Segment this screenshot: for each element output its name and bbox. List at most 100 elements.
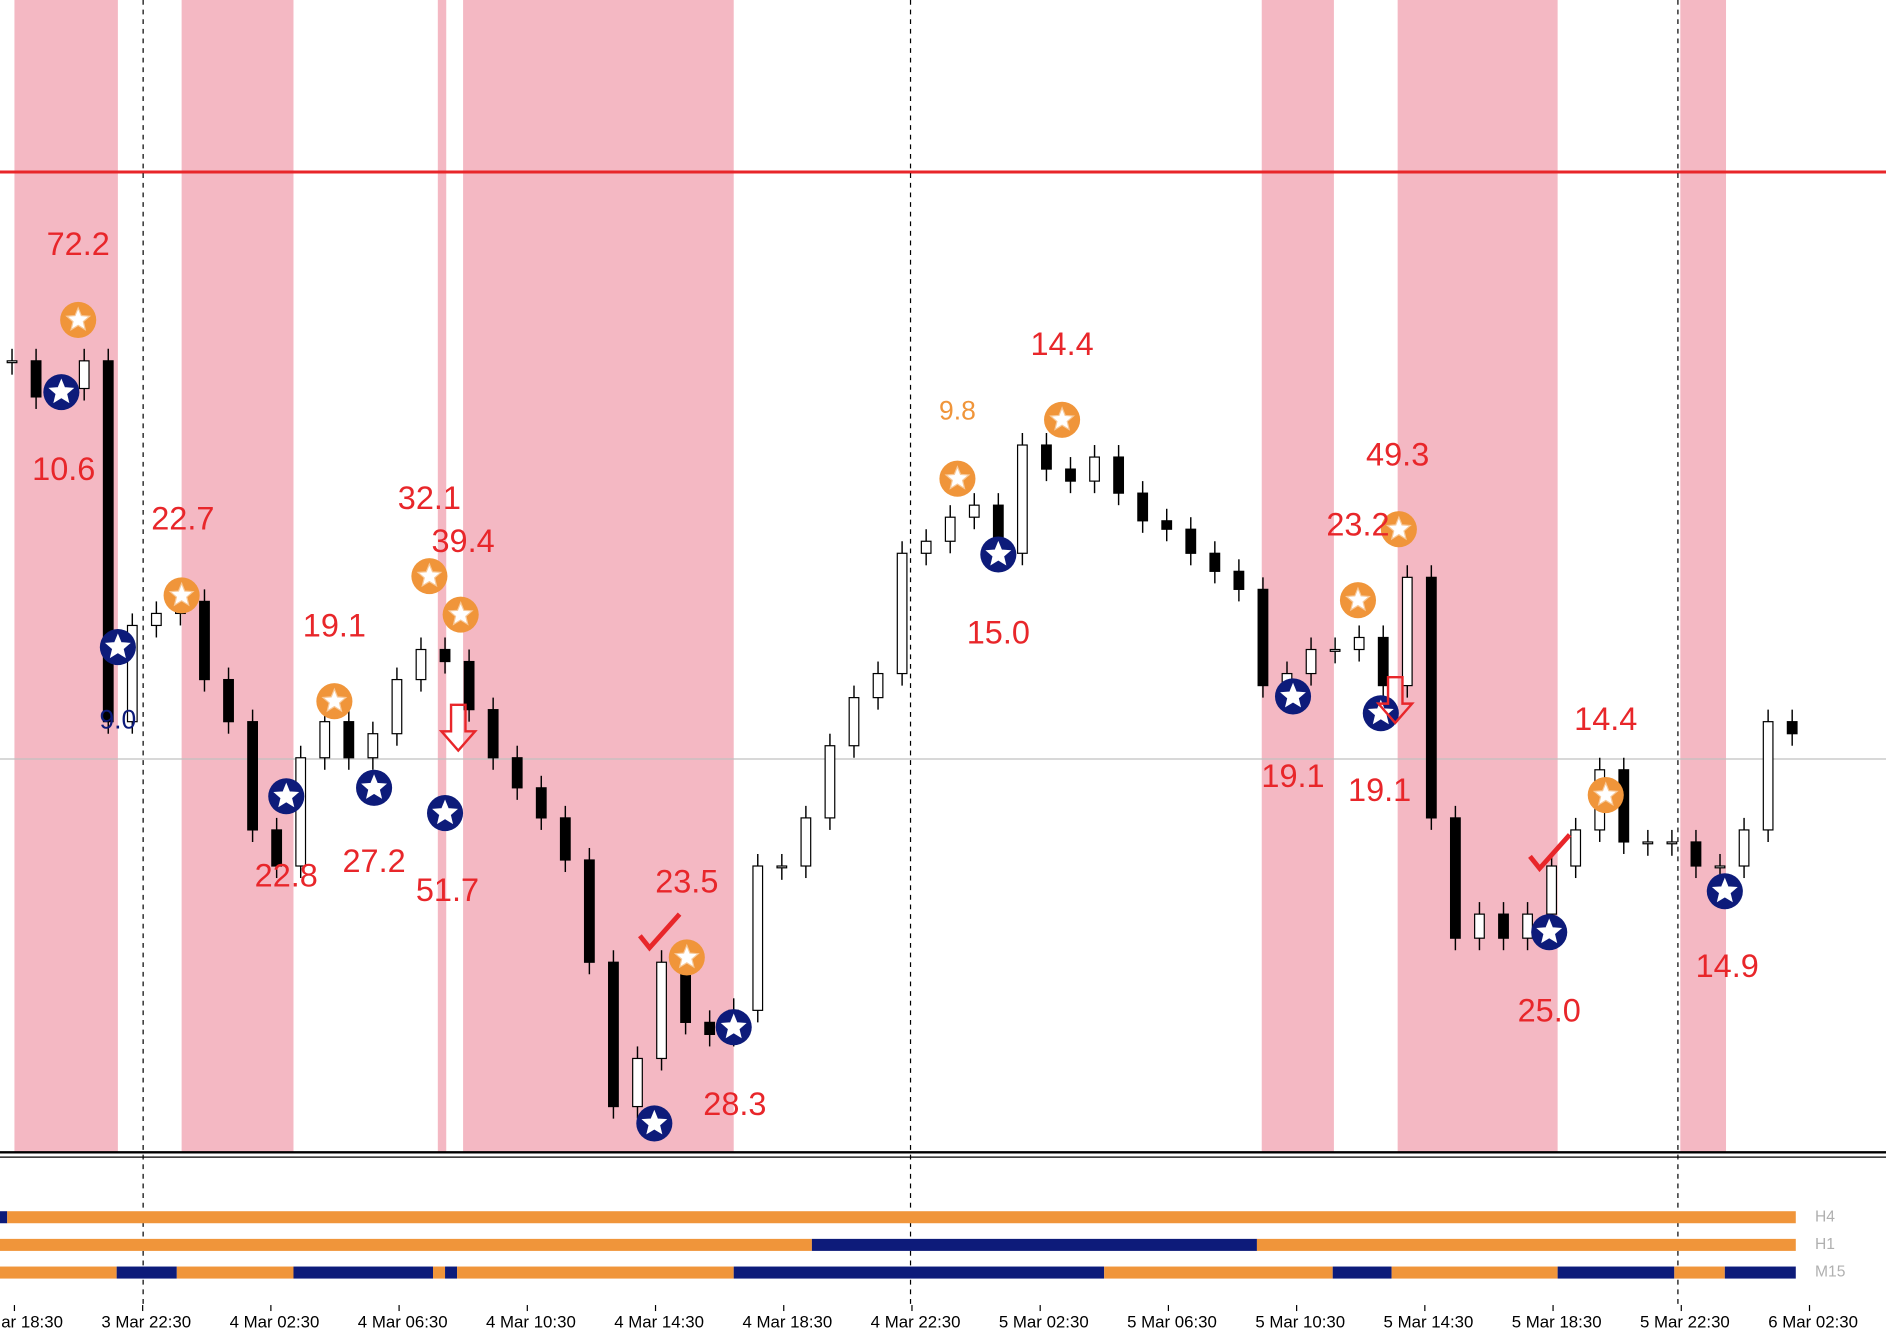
candle-body bbox=[1714, 865, 1726, 869]
x-tick-label: 5 Mar 14:30 bbox=[1384, 1313, 1474, 1332]
trend-segment bbox=[457, 1266, 734, 1279]
x-tick-label: 4 Mar 22:30 bbox=[871, 1313, 961, 1332]
candle-body bbox=[391, 678, 403, 735]
trend-row-label: H1 bbox=[1815, 1236, 1835, 1253]
x-tick-label: 4 Mar 14:30 bbox=[614, 1313, 704, 1332]
marker-star bbox=[432, 799, 458, 825]
x-tick-label: 4 Mar 06:30 bbox=[358, 1313, 448, 1332]
trend-panel: H4 H1 M15 bbox=[0, 1208, 1846, 1281]
star-marker bbox=[1706, 873, 1743, 910]
candle-body bbox=[608, 961, 619, 1108]
annotation-label: 19.1 bbox=[1348, 772, 1411, 808]
candle-body bbox=[752, 865, 764, 1011]
candle-body bbox=[511, 757, 523, 789]
x-tick-label: 6 Mar 02:30 bbox=[1768, 1313, 1858, 1332]
x-axis: 3 Mar 18:30 3 Mar 22:30 4 Mar 02:30 4 Mar 0… bbox=[0, 1305, 1858, 1332]
day-separators bbox=[142, 0, 1679, 1306]
candle-body bbox=[1642, 841, 1654, 845]
session-band bbox=[1397, 0, 1558, 1153]
candle-body bbox=[102, 360, 114, 723]
candle-body bbox=[199, 600, 210, 681]
marker-star bbox=[168, 581, 195, 607]
annotation-label: 32.1 bbox=[398, 480, 461, 516]
annotation-label: 25.0 bbox=[1518, 992, 1581, 1028]
candles bbox=[6, 348, 1798, 1119]
marker-star bbox=[1385, 515, 1412, 541]
x-tick-label: 3 Mar 22:30 bbox=[101, 1313, 191, 1332]
candle-body bbox=[656, 961, 667, 1060]
trend-segment bbox=[116, 1266, 177, 1279]
candle-body bbox=[343, 721, 355, 759]
session-band bbox=[1261, 0, 1334, 1153]
trend-segment bbox=[811, 1238, 1257, 1251]
marker-star bbox=[673, 943, 700, 969]
annotation-label: 51.7 bbox=[416, 872, 479, 908]
marker-star bbox=[1049, 406, 1075, 431]
annotation-label: 28.3 bbox=[703, 1086, 766, 1122]
candle-body bbox=[1522, 913, 1533, 939]
marker-star bbox=[1536, 918, 1563, 944]
candle-body bbox=[247, 721, 259, 831]
star-marker bbox=[1362, 695, 1399, 732]
star-marker bbox=[1274, 678, 1312, 715]
annotation-label: 19.1 bbox=[1261, 758, 1324, 794]
marker-star bbox=[720, 1013, 747, 1039]
candle-body bbox=[896, 552, 908, 675]
trend-segment bbox=[1557, 1266, 1675, 1279]
candle-body bbox=[1401, 576, 1413, 687]
candle-body bbox=[319, 721, 331, 759]
candle-body bbox=[415, 648, 427, 681]
candle-body bbox=[1161, 520, 1173, 530]
trend-row-label: H4 bbox=[1815, 1208, 1835, 1225]
trend-segment bbox=[1674, 1266, 1725, 1279]
session-band bbox=[1680, 0, 1727, 1153]
trend-segment bbox=[1332, 1266, 1392, 1279]
x-tick-label: 5 Mar 10:30 bbox=[1255, 1313, 1345, 1332]
candle-body bbox=[920, 540, 932, 554]
star-marker bbox=[411, 558, 448, 595]
candle-body bbox=[295, 757, 307, 867]
trend-segment bbox=[0, 1266, 117, 1279]
star-marker bbox=[60, 301, 97, 338]
candle-body bbox=[1016, 444, 1028, 554]
candle-body bbox=[1474, 913, 1485, 939]
trend-segment bbox=[1256, 1238, 1796, 1251]
candle-body bbox=[872, 672, 884, 699]
star-marker bbox=[1587, 777, 1624, 814]
candle-body bbox=[1690, 841, 1702, 867]
candle-body bbox=[1329, 648, 1341, 652]
candle-body bbox=[30, 360, 42, 398]
annotation-label: 9.8 bbox=[939, 396, 976, 426]
session-band bbox=[14, 0, 118, 1153]
trend-segment bbox=[0, 1238, 812, 1251]
marker-star bbox=[1711, 877, 1738, 903]
annotation-label: 14.4 bbox=[1574, 701, 1637, 737]
trend-segment bbox=[1391, 1266, 1558, 1279]
star-marker bbox=[442, 596, 479, 633]
marker-star bbox=[1592, 781, 1619, 807]
candle-body bbox=[1546, 865, 1558, 915]
candle-body bbox=[583, 859, 595, 963]
star-marker bbox=[1531, 914, 1568, 951]
candle-body bbox=[6, 360, 18, 364]
star-marker bbox=[668, 939, 705, 976]
annotation-label: 72.2 bbox=[47, 226, 110, 262]
candle-body bbox=[1089, 456, 1100, 482]
down-arrow bbox=[438, 703, 478, 753]
candle-body bbox=[1113, 456, 1125, 494]
trend-segment bbox=[1724, 1266, 1796, 1279]
x-tick-label: 5 Mar 22:30 bbox=[1640, 1313, 1730, 1332]
x-tick-label: 3 Mar 18:30 bbox=[0, 1313, 63, 1332]
annotation-label: 23.2 bbox=[1326, 506, 1389, 542]
candle-body bbox=[800, 817, 812, 867]
candle-body bbox=[944, 516, 956, 542]
candle-body bbox=[968, 504, 980, 518]
marker-star bbox=[416, 562, 443, 588]
candle-body bbox=[1137, 492, 1149, 522]
star-marker bbox=[356, 769, 393, 806]
marker-star bbox=[48, 378, 75, 404]
star-marker bbox=[163, 577, 200, 614]
x-tick-label: 5 Mar 02:30 bbox=[999, 1313, 1089, 1332]
